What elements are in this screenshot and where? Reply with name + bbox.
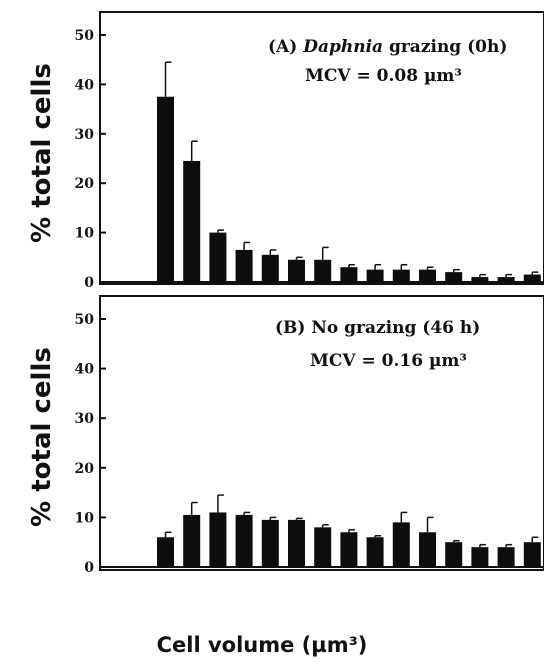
panel-a-bar <box>209 232 227 282</box>
panel-b-bar <box>157 537 174 567</box>
panel-b-bar <box>445 542 463 567</box>
panel-b-y-tick-label: 50 <box>75 312 95 328</box>
panel-b-bar <box>392 522 410 567</box>
panel-b-y-tick-label: 10 <box>75 510 95 526</box>
panel-a: 0 10 20 30 40 50 % total cells (A) Daphnia gr… <box>27 11 544 291</box>
panel-b-bar <box>471 547 489 567</box>
panel-a-y-tick-label: 30 <box>75 127 95 143</box>
panel-b-frame <box>99 295 544 571</box>
panel-b-bar <box>235 514 253 567</box>
panel-a-y-tick-label: 50 <box>75 28 95 44</box>
panel-b-y-axis-label: % total cells <box>27 347 57 527</box>
panel-a-bar <box>235 249 253 282</box>
panel-b-bar <box>523 542 541 567</box>
panel-a-annotation-line2: MCV = 0.08 µm³ <box>305 66 462 86</box>
panel-b-bar <box>288 519 305 567</box>
panel-a-annotation-suffix: grazing (0h) <box>389 37 507 57</box>
panel-a-annotation-italic: Daphnia <box>302 37 383 57</box>
panel-a-bar <box>183 160 201 282</box>
panel-a-bar <box>157 96 174 282</box>
panel-b-bar <box>366 537 384 567</box>
x-axis-label: Cell volume (µm³) <box>157 633 368 657</box>
panel-b-bar <box>497 547 515 567</box>
panel-a-y-axis-label: % total cells <box>27 63 57 243</box>
panel-a-bar <box>314 259 332 282</box>
panel-b-bar <box>209 512 227 567</box>
panel-a-bar <box>471 277 489 282</box>
panel-b-y-ticks: 0 10 20 30 40 50 <box>75 312 106 576</box>
panel-b-annotation-line1: (B) No grazing (46 h) <box>275 318 480 338</box>
panel-b-y-tick-label: 20 <box>75 461 95 477</box>
panel-a-bar <box>497 277 515 282</box>
panel-a-y-tick-label: 40 <box>75 77 95 93</box>
panel-b-annotation-line2: MCV = 0.16 µm³ <box>310 351 467 371</box>
panel-b-bar <box>314 527 332 567</box>
panel-a-bar <box>366 269 384 282</box>
panel-a-bar <box>445 272 463 282</box>
panel-a-bar <box>392 269 410 282</box>
panel-a-frame <box>99 11 544 285</box>
panel-b-y-tick-label: 0 <box>84 560 94 576</box>
panel-a-bar <box>419 269 436 282</box>
panel-a-bars <box>100 61 544 283</box>
panel-a-bar <box>523 274 541 282</box>
panel-b: 0 10 20 30 40 50 % total cells (B) No grazing… <box>27 295 544 576</box>
panel-b-bar <box>419 532 436 567</box>
panel-b-bar <box>183 514 201 567</box>
panel-a-y-tick-label: 10 <box>75 226 95 242</box>
panel-a-bar <box>340 267 358 282</box>
panel-a-y-tick-label: 0 <box>84 275 94 291</box>
panel-a-bar <box>288 259 305 282</box>
panel-b-y-tick-label: 30 <box>75 411 95 427</box>
panel-a-annotation-line1: (A) Daphnia grazing (0h) <box>268 37 507 57</box>
panel-a-y-tick-label: 20 <box>75 176 95 192</box>
panel-b-bars <box>100 494 544 568</box>
panel-b-y-tick-label: 40 <box>75 362 95 378</box>
panel-a-bar <box>261 254 279 282</box>
panel-a-y-ticks: 0 10 20 30 40 50 <box>75 28 106 291</box>
panel-a-annotation-prefix: (A) <box>268 37 303 57</box>
panel-b-bar <box>340 532 358 567</box>
panel-b-bar <box>261 519 279 567</box>
